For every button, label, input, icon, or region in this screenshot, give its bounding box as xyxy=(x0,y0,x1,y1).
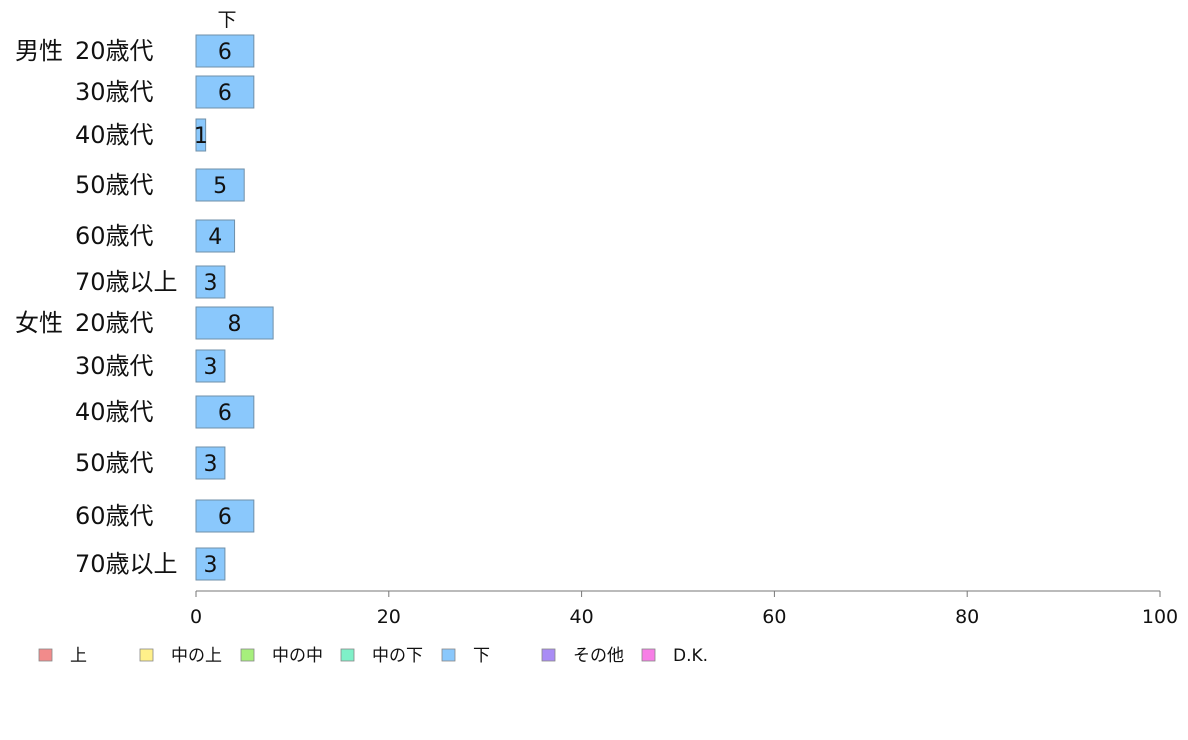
row-label: 30歳代 xyxy=(75,78,154,106)
row-label: 60歳代 xyxy=(75,502,154,530)
legend-label: その他 xyxy=(573,646,624,666)
legend-label: D.K. xyxy=(673,646,708,666)
row-label: 60歳代 xyxy=(75,222,154,250)
row-label: 50歳代 xyxy=(75,449,154,477)
bar-segment xyxy=(195,75,255,109)
bar-segment xyxy=(195,395,255,429)
bar-segment xyxy=(195,547,226,581)
bar-value-label: 3 xyxy=(203,355,217,380)
row-label: 20歳代 xyxy=(75,37,154,65)
column-header: 下 xyxy=(217,9,236,31)
bar-segment xyxy=(195,306,274,340)
bar-value-label: 3 xyxy=(203,271,217,296)
bar-value-label: 6 xyxy=(218,40,232,65)
bar-value-label: 1 xyxy=(194,124,208,149)
legend-swatch xyxy=(139,648,154,662)
legend-swatch xyxy=(240,648,255,662)
bar-segment xyxy=(195,118,207,152)
bar-segment xyxy=(195,499,255,533)
x-tick-label: 40 xyxy=(570,606,594,628)
group-label: 男性 xyxy=(15,37,63,65)
bar-segment xyxy=(195,34,255,68)
bar-value-label: 8 xyxy=(228,312,242,337)
legend-swatch xyxy=(541,648,556,662)
bar-value-label: 6 xyxy=(218,505,232,530)
bar-segment xyxy=(195,219,236,253)
x-tick-label: 0 xyxy=(190,606,202,628)
legend-swatch xyxy=(340,648,355,662)
row-label: 70歳以上 xyxy=(75,268,178,296)
legend-label: 上 xyxy=(70,646,87,666)
row-label: 70歳以上 xyxy=(75,550,178,578)
row-label: 40歳代 xyxy=(75,398,154,426)
row-label: 50歳代 xyxy=(75,171,154,199)
row-label: 30歳代 xyxy=(75,352,154,380)
bar-value-label: 6 xyxy=(218,81,232,106)
legend-swatch xyxy=(38,648,53,662)
bar-value-label: 6 xyxy=(218,401,232,426)
legend-swatch xyxy=(641,648,656,662)
row-label: 40歳代 xyxy=(75,121,154,149)
legend-label: 中の下 xyxy=(372,646,423,666)
legend-label: 下 xyxy=(473,646,490,666)
group-label: 女性 xyxy=(15,309,63,337)
x-tick-label: 60 xyxy=(762,606,786,628)
legend-label: 中の中 xyxy=(272,646,323,666)
bar-segment xyxy=(195,265,226,299)
bar-value-label: 3 xyxy=(203,553,217,578)
bar-value-label: 5 xyxy=(213,174,227,199)
bar-segment xyxy=(195,168,245,202)
legend-swatch xyxy=(441,648,456,662)
bar-segment xyxy=(195,446,226,480)
bar-value-label: 3 xyxy=(203,452,217,477)
x-tick-label: 20 xyxy=(377,606,401,628)
legend-label: 中の上 xyxy=(171,646,222,666)
bar-segment xyxy=(195,349,226,383)
bar-value-label: 4 xyxy=(208,225,222,250)
x-tick-label: 80 xyxy=(955,606,979,628)
row-label: 20歳代 xyxy=(75,309,154,337)
x-tick-label: 100 xyxy=(1142,606,1178,628)
